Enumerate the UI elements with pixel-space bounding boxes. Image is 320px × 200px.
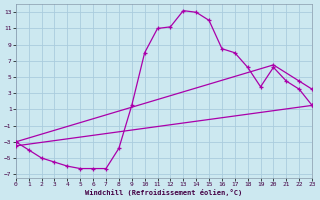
X-axis label: Windchill (Refroidissement éolien,°C): Windchill (Refroidissement éolien,°C) — [85, 189, 243, 196]
